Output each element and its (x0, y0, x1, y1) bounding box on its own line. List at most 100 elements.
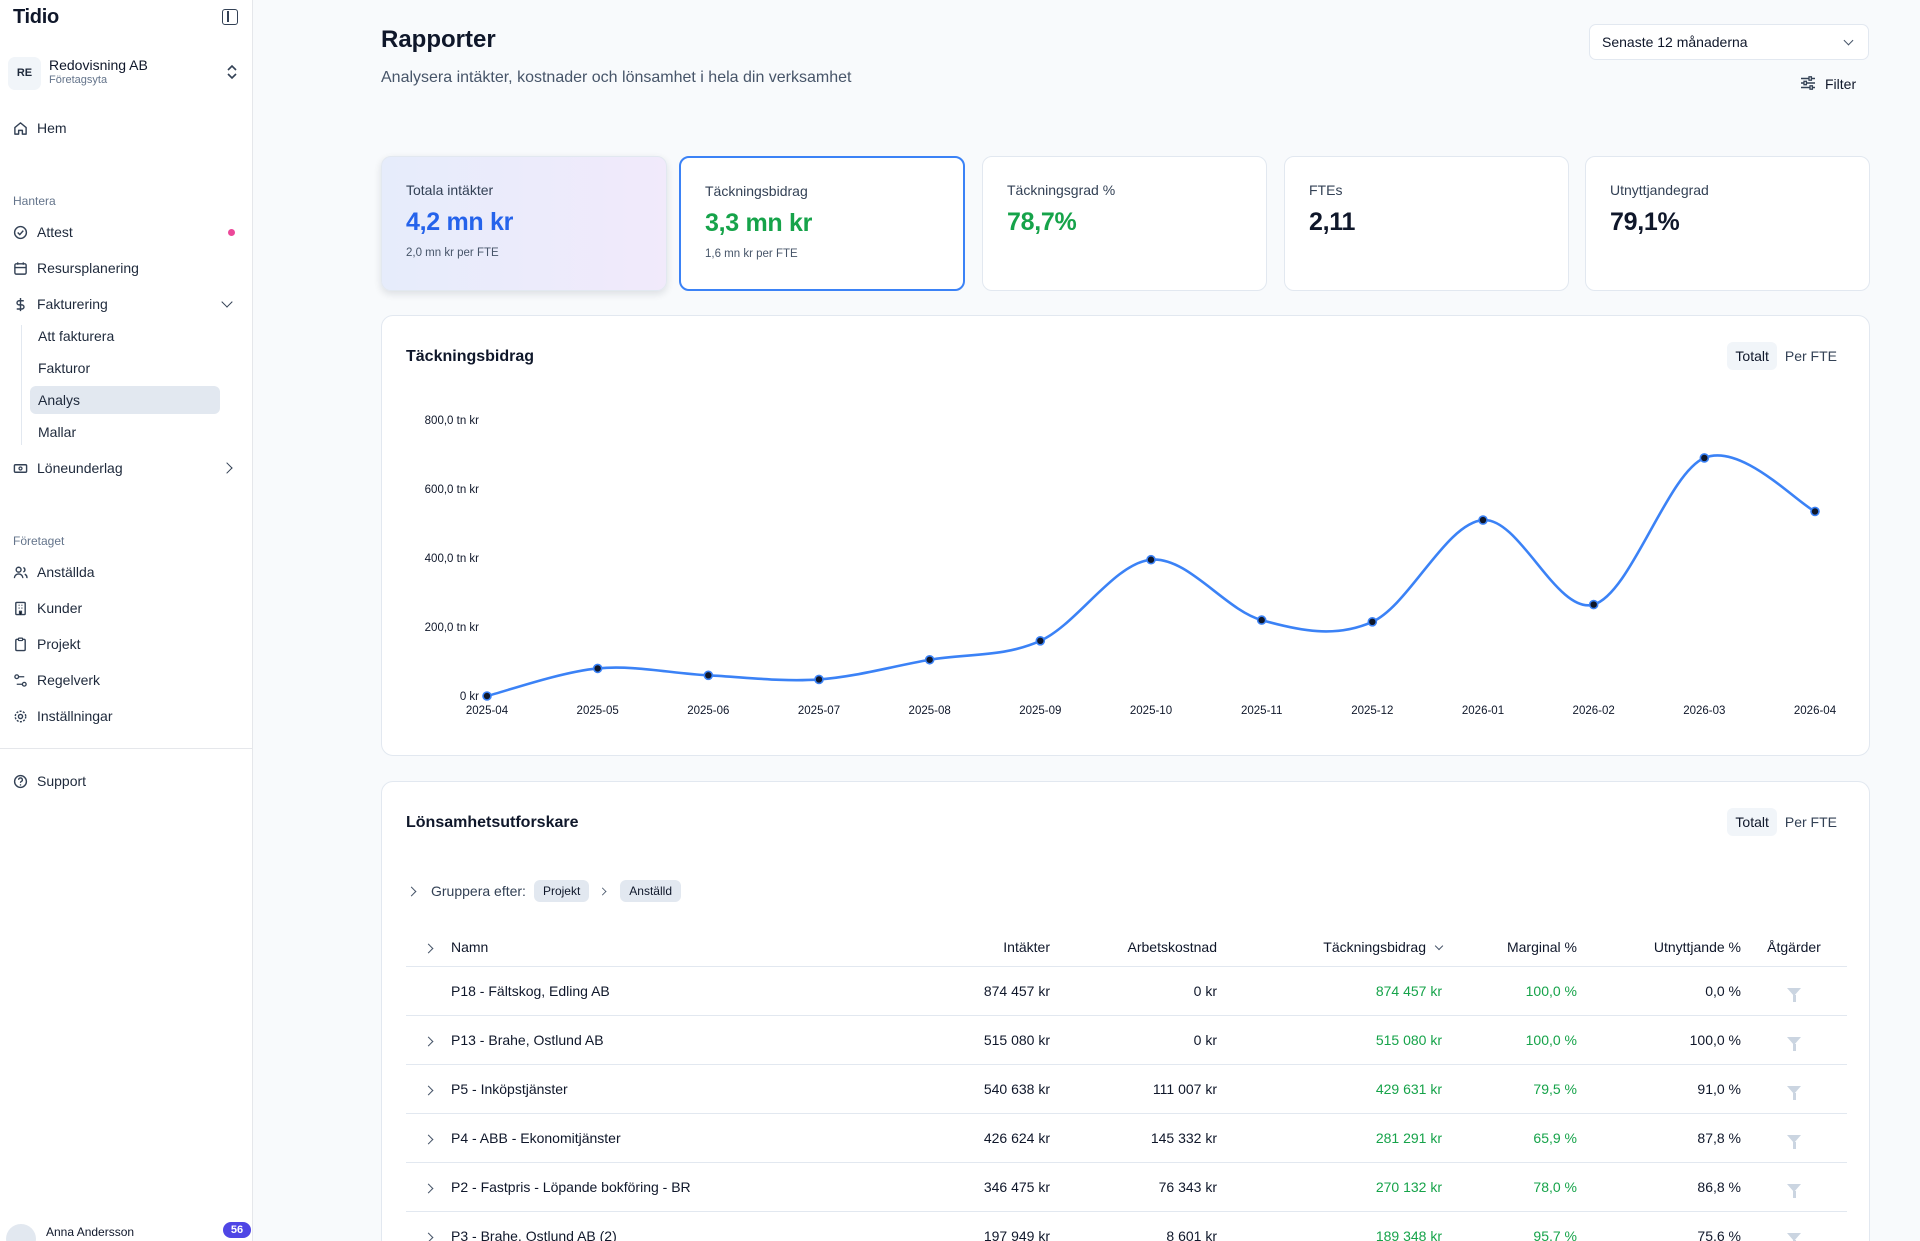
table-row[interactable]: P4 - ABB - Ekonomitjänster 426 624 kr 145 … (406, 1113, 1847, 1163)
col-header-name[interactable]: Namn (451, 928, 880, 967)
toggle-per-fte[interactable]: Per FTE (1784, 814, 1837, 830)
kpi-card-ftes[interactable]: FTEs 2,11 (1284, 156, 1569, 291)
row-utilization: 87,8 % (1577, 1113, 1741, 1163)
row-filter-action[interactable] (1741, 1015, 1847, 1065)
chevron-right-icon[interactable] (406, 886, 417, 896)
kpi-label: Totala intäkter (406, 182, 494, 198)
row-filter-action[interactable] (1741, 1064, 1847, 1114)
row-expand-toggle[interactable] (406, 1064, 451, 1114)
sidebar-item-label: Löneunderlag (37, 460, 123, 476)
sidebar-item-projects[interactable]: Projekt (12, 632, 81, 656)
row-revenue: 346 475 kr (880, 1162, 1050, 1212)
row-utilization: 75,6 % (1577, 1211, 1741, 1241)
filter-icon (1787, 1183, 1801, 1198)
col-header-labor-cost[interactable]: Arbetskostnad (1050, 928, 1217, 967)
table-row[interactable]: P18 - Fältskog, Edling AB 874 457 kr 0 kr 8… (406, 966, 1847, 1016)
chevron-right-icon (423, 1085, 434, 1095)
chart-card-title: Täckningsbidrag (406, 348, 535, 365)
row-expand-toggle[interactable] (406, 1015, 451, 1065)
table-row[interactable]: P3 - Brahe, Ostlund AB (2) 197 949 kr 8 60… (406, 1211, 1847, 1241)
kpi-label: Utnyttjandegrad (1610, 182, 1709, 198)
y-tick-label: 0 kr (460, 691, 479, 703)
sidebar-item-resource-planning[interactable]: Resursplanering (12, 256, 139, 280)
col-header-label: Täckningsbidrag (1323, 938, 1426, 955)
workspace-type: Företagsyta (49, 74, 108, 86)
group-by-bar: Gruppera efter: Projekt Anställd (406, 879, 681, 903)
col-header-revenue[interactable]: Intäkter (880, 928, 1050, 967)
sidebar-item-billing[interactable]: Fakturering (12, 292, 108, 316)
sidebar-item-customers[interactable]: Kunder (12, 596, 82, 620)
group-chip-project[interactable]: Projekt (533, 880, 590, 902)
chevron-right-icon (423, 1134, 434, 1144)
sort-desc-icon (1434, 941, 1444, 950)
kpi-label: FTEs (1309, 182, 1343, 198)
group-chip-employee[interactable]: Anställd (620, 880, 681, 902)
sidebar-item-attest[interactable]: Attest (12, 220, 73, 244)
row-filter-action[interactable] (1741, 1113, 1847, 1163)
chevron-down-icon[interactable] (221, 296, 233, 308)
data-point (1367, 617, 1378, 627)
row-filter-action[interactable] (1741, 1162, 1847, 1212)
x-tick-label: 2025-04 (466, 705, 509, 717)
row-margin: 100,0 % (1442, 1015, 1577, 1065)
sidebar-item-settings[interactable]: Inställningar (12, 704, 113, 728)
filter-button[interactable]: Filter (1800, 72, 1856, 96)
section-label-company: Företaget (13, 534, 65, 548)
row-filter-action[interactable] (1741, 966, 1847, 1016)
data-point (592, 663, 603, 674)
col-header-contribution[interactable]: Täckningsbidrag (1217, 928, 1444, 967)
chevron-right-icon (423, 1036, 434, 1046)
sidebar-item-support[interactable]: Support (12, 769, 86, 793)
period-select[interactable]: Senaste 12 månaderna (1589, 24, 1869, 60)
table-row[interactable]: P13 - Brahe, Ostlund AB 515 080 kr 0 kr 515… (406, 1015, 1847, 1065)
toggle-per-fte[interactable]: Per FTE (1784, 348, 1837, 364)
x-tick-label: 2025-06 (687, 705, 729, 717)
page-title: Rapporter (381, 26, 496, 53)
sidebar-item-home[interactable]: Hem (12, 116, 67, 140)
sidebar-subitem-templates[interactable]: Mallar (38, 424, 77, 440)
row-revenue: 540 638 kr (880, 1064, 1050, 1114)
sidebar-subitem-invoices[interactable]: Fakturor (38, 360, 91, 376)
toggle-total[interactable]: Totalt (1727, 808, 1777, 836)
sidebar-item-rules[interactable]: Regelverk (12, 668, 100, 692)
row-filter-action[interactable] (1741, 1211, 1847, 1241)
kpi-card-utilization[interactable]: Utnyttjandegrad 79,1% (1585, 156, 1870, 291)
profitability-explorer-card: Lönsamhetsutforskare Totalt Per FTE Grup… (381, 781, 1870, 1241)
row-expand-toggle[interactable] (406, 1113, 451, 1163)
chevron-right-icon[interactable] (221, 462, 233, 474)
user-avatar (6, 1223, 36, 1241)
row-expand-toggle[interactable] (406, 1211, 451, 1241)
sidebar-item-payroll[interactable]: Löneunderlag (12, 456, 123, 480)
row-contribution: 281 291 kr (1217, 1113, 1442, 1163)
kpi-card-contribution-margin[interactable]: Täckningsgrad % 78,7% (982, 156, 1267, 291)
filter-icon (1787, 987, 1801, 1002)
sidebar-item-employees[interactable]: Anställda (12, 560, 95, 584)
kpi-card-contribution[interactable]: Täckningsbidrag 3,3 mn kr 1,6 mn kr per … (679, 156, 965, 291)
filter-icon (1787, 1036, 1801, 1051)
y-tick-label: 800,0 tn kr (425, 415, 480, 427)
filter-icon (1787, 1085, 1801, 1100)
help-circle-icon (12, 773, 28, 789)
table-row[interactable]: P2 - Fastpris - Löpande bokföring - BR 34… (406, 1162, 1847, 1212)
kpi-card-total-revenue[interactable]: Totala intäkter 4,2 mn kr 2,0 mn kr per … (381, 156, 667, 291)
x-tick-label: 2025-07 (798, 705, 840, 717)
table-row[interactable]: P5 - Inköpstjänster 540 638 kr 111 007 kr 4… (406, 1064, 1847, 1114)
submenu-guide (21, 325, 22, 445)
workspace-switcher[interactable]: RE Redovisning AB Företagsyta (8, 54, 240, 92)
row-expand-toggle[interactable] (406, 1162, 451, 1212)
sidebar-subitem-analysis[interactable]: Analys (30, 386, 220, 414)
sidebar-toggle-icon[interactable] (222, 9, 238, 25)
row-contribution: 515 080 kr (1217, 1015, 1442, 1065)
col-header-utilization[interactable]: Utnyttjande % (1577, 928, 1741, 967)
row-contribution: 189 348 kr (1217, 1211, 1442, 1241)
home-icon (12, 120, 28, 136)
user-menu[interactable]: Anna Andersson 56 (6, 1222, 251, 1241)
expand-all-header[interactable] (406, 928, 451, 967)
x-tick-label: 2026-03 (1683, 705, 1725, 717)
sidebar-subitem-to-invoice[interactable]: Att fakturera (38, 328, 115, 344)
filter-button-label: Filter (1825, 76, 1857, 92)
toggle-total[interactable]: Totalt (1727, 342, 1777, 370)
row-utilization: 91,0 % (1577, 1064, 1741, 1114)
data-point (1588, 599, 1599, 610)
col-header-margin[interactable]: Marginal % (1442, 928, 1577, 967)
